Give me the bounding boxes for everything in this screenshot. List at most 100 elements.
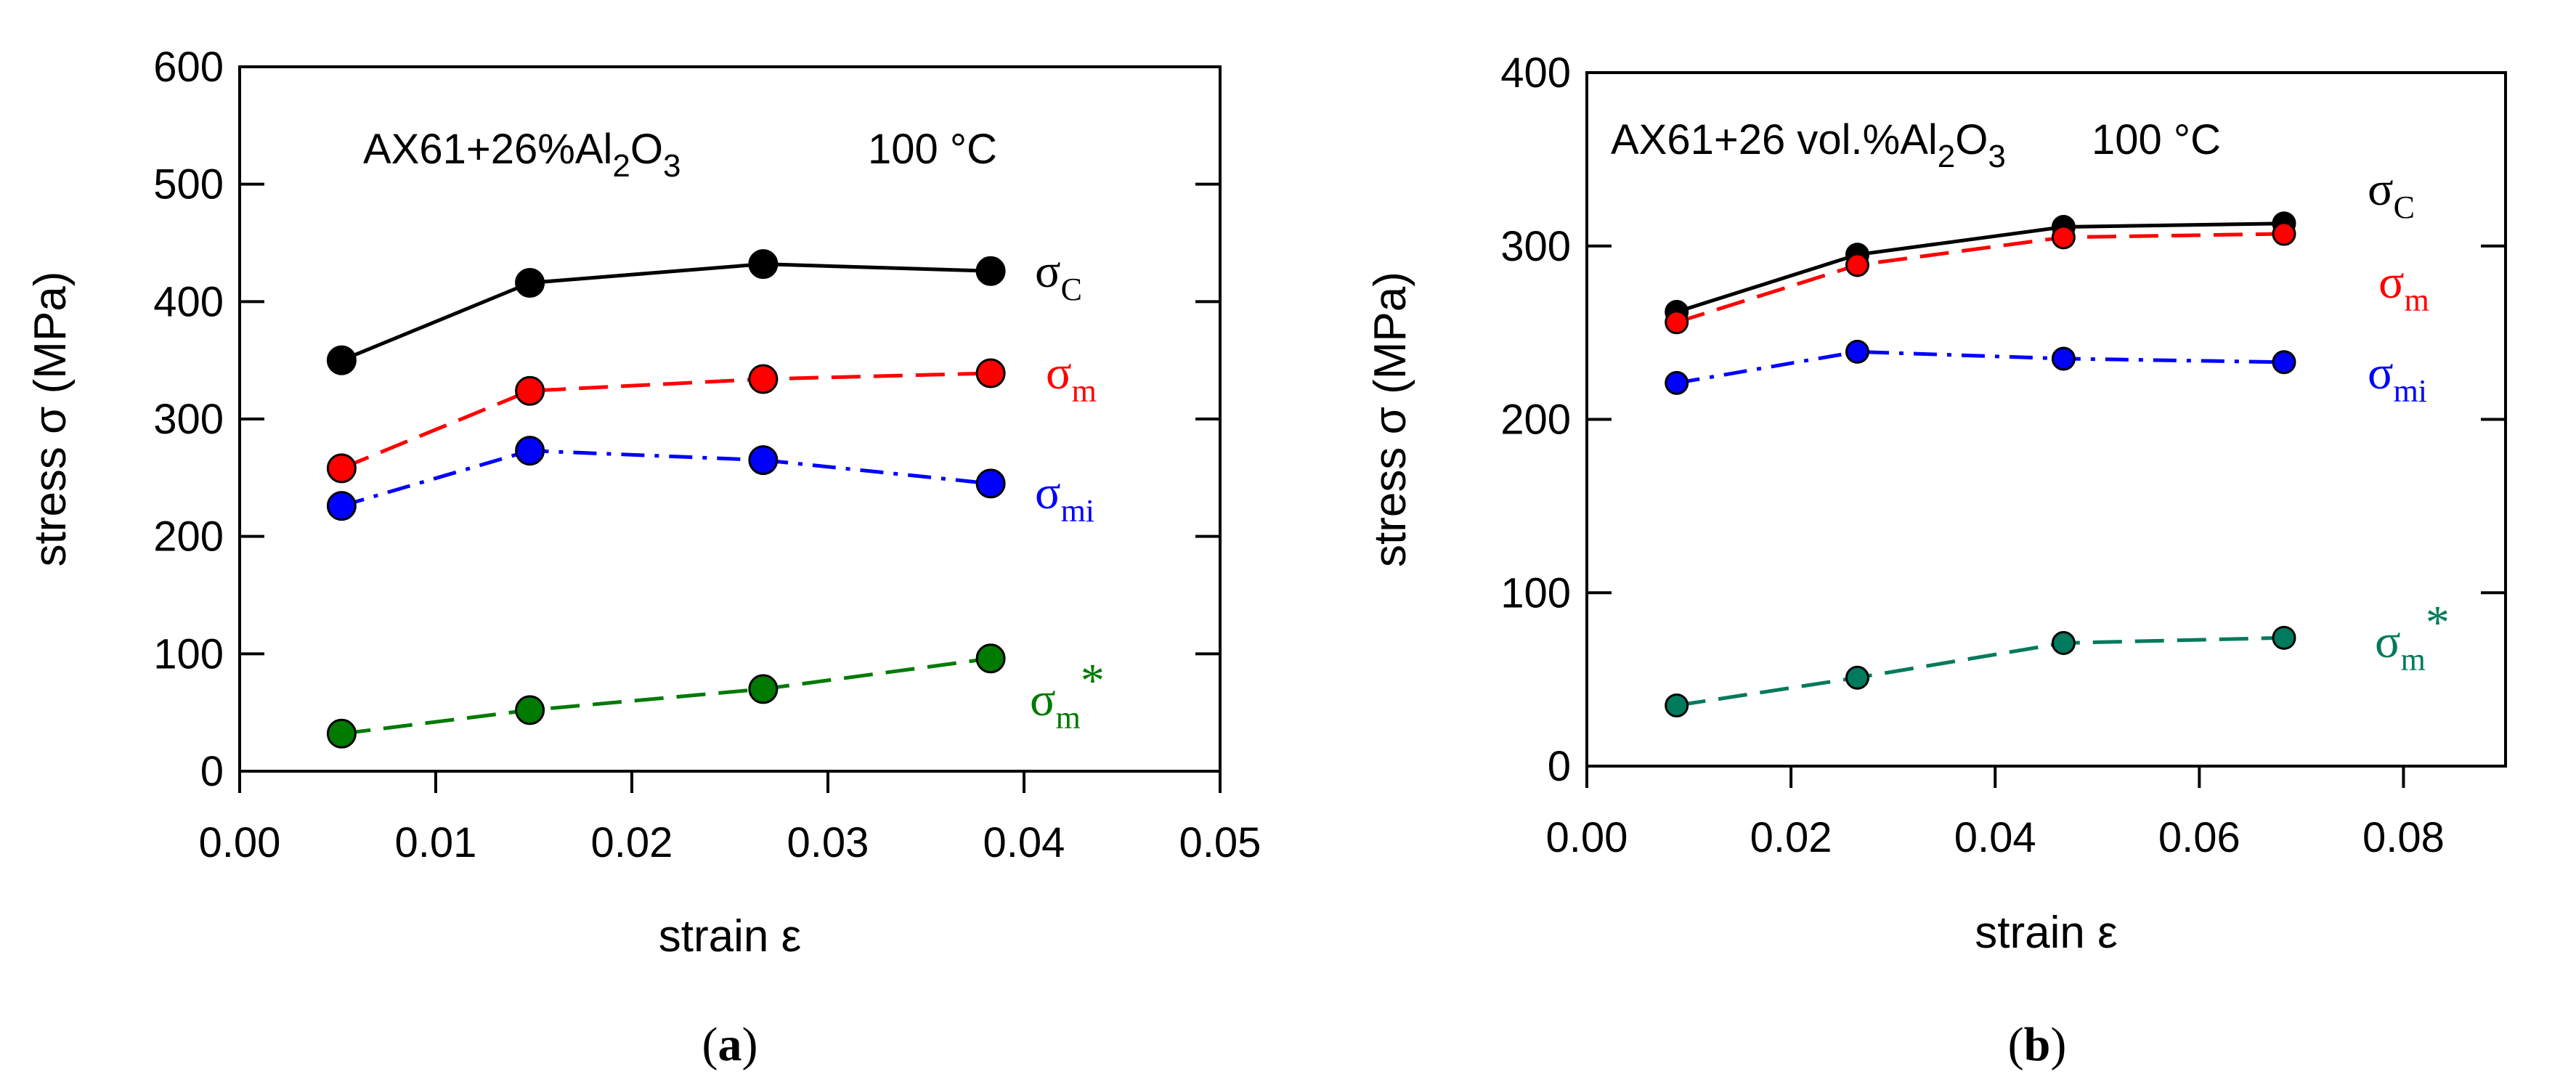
series-label-subscript: C — [2394, 190, 2415, 225]
data-point-b-3-2 — [2051, 630, 2076, 655]
data-point-b-3-3 — [2272, 625, 2296, 650]
panel-b: 0 100 200 300 400 0.00 0.02 0.04 0.06 0.08 strain … — [1365, 49, 2507, 1071]
caption-paren: ( — [2008, 1018, 2024, 1071]
material-text: O — [630, 126, 663, 173]
data-point-b-2-2 — [2051, 346, 2076, 371]
y-tick-label-b-2: 200 — [1500, 396, 1571, 444]
series-label-symbol: σ — [2368, 346, 2394, 399]
data-point-a-3-3 — [975, 643, 1006, 674]
y-tick-label-a-2: 200 — [153, 513, 224, 561]
y-axis-title-b: stress σ (MPa) — [1365, 272, 1415, 567]
series-label-symbol: σ — [2368, 163, 2394, 216]
data-point-b-1-3 — [2272, 221, 2296, 246]
data-point-a-2-2 — [748, 445, 779, 476]
series-label-a-1: σm — [1046, 346, 1097, 409]
series-label-b-3: σm* — [2375, 596, 2450, 678]
x-tick-label-b-2: 0.04 — [1954, 814, 2036, 861]
series-label-subscript: m — [2405, 282, 2429, 318]
data-point-a-3-1 — [515, 695, 545, 725]
material-subscript: 2 — [1938, 139, 1955, 174]
series-label-symbol: σ — [1030, 673, 1056, 726]
material-text: AX61+26%Al — [363, 126, 612, 173]
series-line-b-3 — [1676, 635, 2285, 707]
data-point-a-1-3 — [975, 358, 1006, 389]
data-point-a-2-0 — [326, 491, 357, 521]
x-tick-label-a-4: 0.04 — [983, 819, 1065, 866]
data-point-b-2-3 — [2272, 350, 2296, 375]
series-label-symbol: σ — [1035, 245, 1061, 298]
x-tick-label-b-4: 0.08 — [2362, 814, 2445, 861]
data-point-a-0-2 — [748, 249, 779, 280]
data-point-a-1-0 — [326, 453, 357, 484]
caption-a: (a) — [702, 1018, 758, 1071]
data-point-a-0-1 — [515, 267, 545, 298]
caption-b: (b) — [2008, 1018, 2067, 1071]
material-annotation-b: AX61+26 vol.%Al2O3 — [1611, 116, 2006, 174]
series-label-subscript: m — [2401, 642, 2426, 678]
series-label-superscript: * — [2426, 596, 2450, 649]
series-label-subscript: mi — [1061, 493, 1094, 529]
x-tick-label-b-0: 0.00 — [1546, 814, 1628, 861]
data-point-a-3-0 — [326, 718, 357, 749]
y-tick-label-b-4: 400 — [1500, 49, 1571, 97]
x-tick-label-b-1: 0.02 — [1750, 814, 1832, 861]
series-label-a-2: σmi — [1035, 466, 1094, 529]
series-label-b-2: σmi — [2368, 346, 2427, 409]
data-point-a-0-0 — [326, 345, 357, 375]
data-point-a-2-1 — [515, 436, 545, 466]
y-tick-label-a-1: 100 — [153, 630, 224, 678]
x-tick-label-a-2: 0.02 — [591, 819, 673, 866]
series-label-symbol: σ — [2375, 615, 2401, 668]
x-axis-title-a: strain ε — [659, 911, 801, 961]
data-point-b-3-1 — [1845, 665, 1869, 690]
series-label-b-1: σm — [2378, 256, 2429, 318]
caption-paren: ( — [702, 1018, 718, 1071]
x-tick-label-a-0: 0.00 — [199, 819, 281, 866]
caption-letter: a — [718, 1018, 742, 1071]
series-label-subscript: m — [1056, 700, 1081, 736]
y-tick-label-a-5: 500 — [153, 161, 224, 208]
y-tick-label-a-6: 600 — [153, 44, 224, 91]
data-point-b-2-1 — [1845, 339, 1869, 364]
series-label-superscript: * — [1081, 654, 1105, 707]
x-axis-title-b: strain ε — [1975, 908, 2117, 958]
series-label-subscript: m — [1072, 373, 1097, 409]
data-point-b-1-0 — [1665, 310, 1689, 335]
x-tick-label-a-5: 0.05 — [1179, 819, 1261, 866]
data-point-a-1-1 — [515, 375, 545, 406]
material-text: O — [1955, 116, 1988, 163]
data-point-b-1-1 — [1845, 253, 1869, 277]
series-label-symbol: σ — [1035, 466, 1061, 519]
y-tick-label-b-1: 100 — [1500, 569, 1571, 617]
y-tick-label-a-0: 0 — [200, 748, 224, 795]
temperature-annotation-b: 100 °C — [2092, 116, 2221, 163]
material-subscript: 3 — [1988, 139, 2005, 174]
data-point-a-3-2 — [748, 674, 779, 704]
data-point-b-2-0 — [1665, 370, 1689, 395]
series-line-b-0 — [1675, 221, 2285, 314]
series-label-symbol: σ — [1046, 346, 1072, 399]
series-line-a-3 — [341, 656, 991, 736]
y-axis-title-a: stress σ (MPa) — [25, 272, 76, 567]
series-label-a-3: σm* — [1030, 654, 1105, 736]
data-point-a-1-2 — [748, 364, 779, 394]
series-label-subscript: mi — [2394, 373, 2427, 409]
data-point-b-3-0 — [1665, 693, 1689, 717]
data-point-a-0-3 — [975, 256, 1006, 286]
caption-letter: b — [2024, 1018, 2051, 1071]
x-tick-label-a-1: 0.01 — [395, 819, 477, 866]
data-point-b-1-2 — [2051, 225, 2076, 250]
series-line-b-2 — [1676, 349, 2285, 385]
series-label-b-0: σC — [2368, 163, 2415, 225]
series-label-subscript: C — [1061, 272, 1082, 307]
material-subscript: 2 — [612, 148, 630, 184]
series-line-a-2 — [341, 449, 991, 508]
data-point-a-2-3 — [975, 468, 1006, 499]
x-tick-label-b-3: 0.06 — [2158, 814, 2240, 861]
x-tick-label-a-3: 0.03 — [787, 819, 869, 866]
panel-a: 0 100 200 300 400 500 600 0.00 0.01 0.02 0.03 0.04 0… — [25, 44, 1261, 1071]
temperature-annotation-a: 100 °C — [868, 126, 997, 173]
series-line-a-1 — [341, 371, 991, 471]
caption-paren: ) — [742, 1018, 758, 1071]
